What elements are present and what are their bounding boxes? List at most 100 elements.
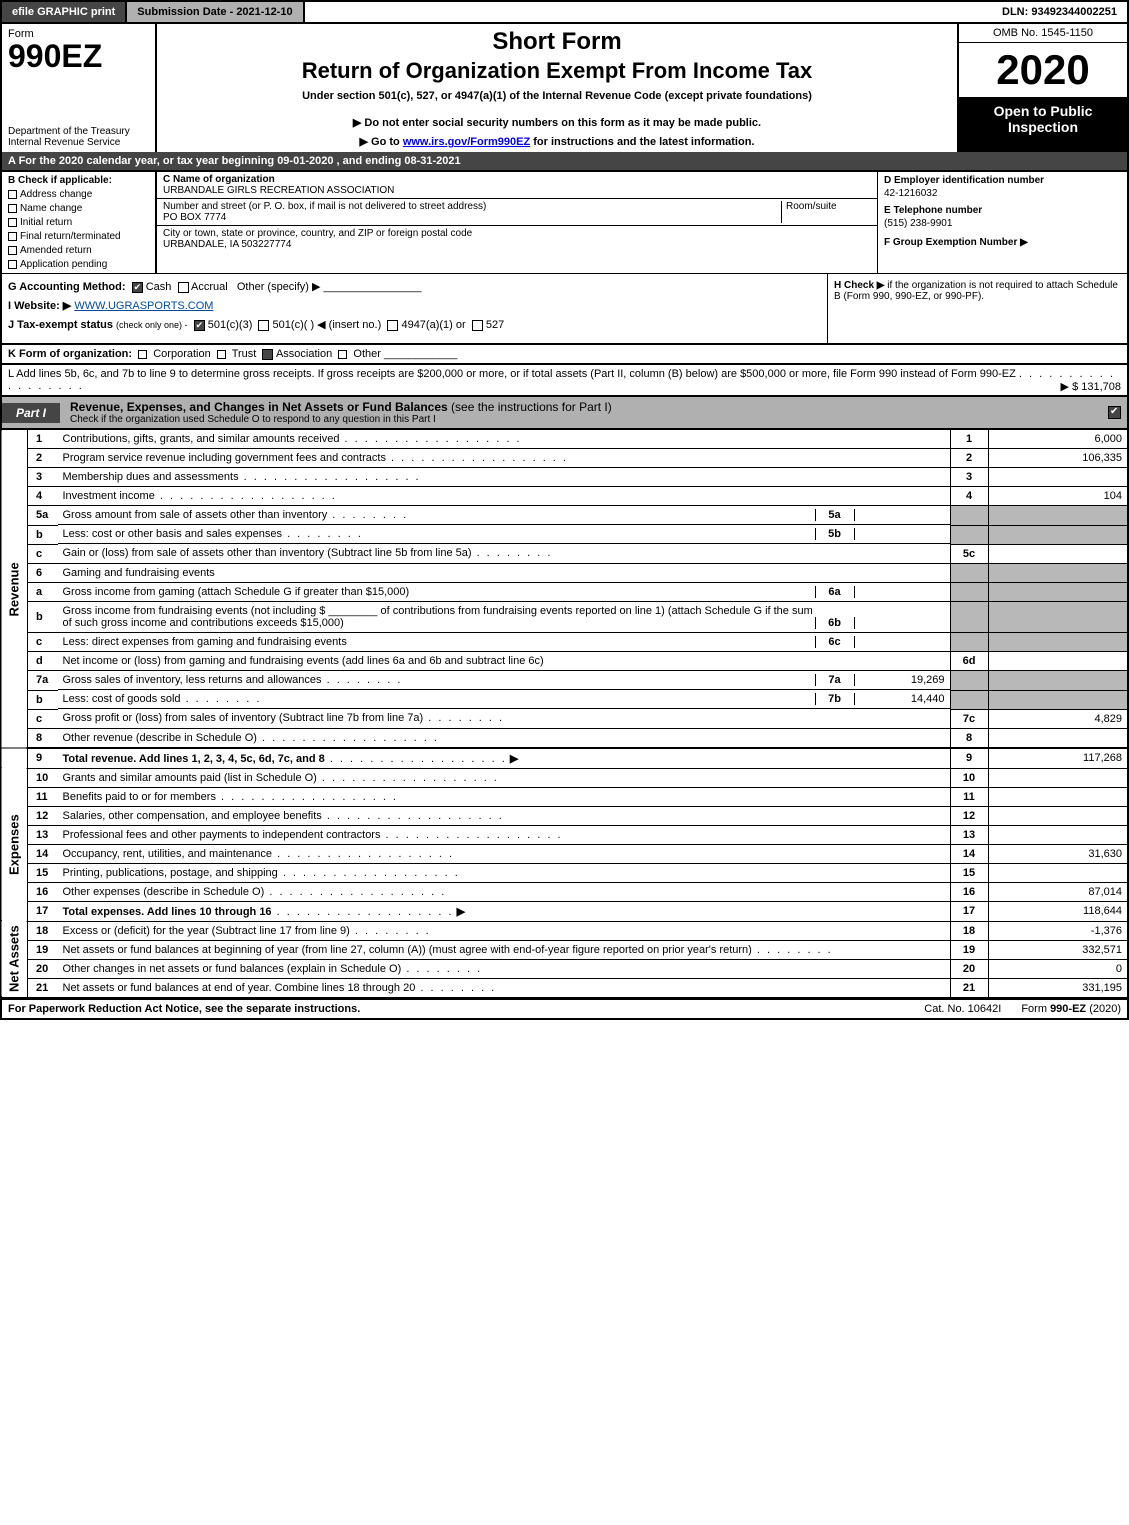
line-num: d [28,652,58,671]
table-row: 21 Net assets or fund balances at end of… [1,978,1128,997]
line-num: 11 [28,787,58,806]
g-cash: Cash [146,281,172,293]
line-num: b [28,602,58,633]
line-labno: 18 [950,921,988,940]
open-to-public: Open to Public Inspection [959,97,1127,152]
sub-label: 7a [815,674,855,686]
l-text: L Add lines 5b, 6c, and 7b to line 9 to … [8,368,1016,380]
line-val: 87,014 [988,882,1128,901]
line-labno: 15 [950,863,988,882]
org-city: URBANDALE, IA 503227774 [163,239,291,250]
l-amount: ▶ $ 131,708 [1061,380,1121,393]
line-labno: 4 [950,487,988,506]
section-h: H Check ▶ if the organization is not req… [827,274,1127,343]
line-val: -1,376 [988,921,1128,940]
checkbox-icon [387,320,398,331]
line-num: 18 [28,921,58,940]
line-text: Other expenses (describe in Schedule O) [58,882,951,901]
checkbox-icon [217,350,226,359]
table-row: 17 Total expenses. Add lines 10 through … [1,901,1128,921]
line-labno-shade [950,525,988,544]
g-accrual: Accrual [191,281,228,293]
section-c: C Name of organization URBANDALE GIRLS R… [157,172,877,273]
line-labno: 9 [950,748,988,769]
efile-print-button[interactable]: efile GRAPHIC print [2,2,127,22]
goto-pre: ▶ Go to [360,136,403,148]
line-val-shade [988,690,1128,709]
line-num: 12 [28,806,58,825]
line-num: 19 [28,940,58,959]
line-val: 6,000 [988,430,1128,449]
line-text: Less: cost of goods sold 7b 14,440 [58,690,950,709]
sub-val: 14,440 [855,693,945,705]
table-row: 9 Total revenue. Add lines 1, 2, 3, 4, 5… [1,748,1128,769]
table-row: 8 Other revenue (describe in Schedule O)… [1,728,1128,748]
c-addr-row: Number and street (or P. O. box, if mail… [157,199,877,226]
f-group-exemption: F Group Exemption Number ▶ [884,237,1121,248]
paperwork-notice: For Paperwork Reduction Act Notice, see … [8,1003,904,1015]
line-val [988,825,1128,844]
table-row: 13 Professional fees and other payments … [1,825,1128,844]
irs-link[interactable]: www.irs.gov/Form990EZ [403,136,530,148]
b-name-change[interactable]: Name change [8,203,149,214]
line-val: 0 [988,959,1128,978]
line-labno: 3 [950,468,988,487]
line-text: Less: cost or other basis and sales expe… [58,525,950,544]
sub-val: 19,269 [855,674,945,686]
table-row: c Less: direct expenses from gaming and … [1,633,1128,652]
website-link[interactable]: WWW.UGRASPORTS.COM [74,300,213,312]
part1-tag: Part I [2,403,60,423]
line-val [988,768,1128,787]
line-num: b [28,690,58,709]
b-item-label: Final return/terminated [20,231,121,242]
checkbox-icon [258,320,269,331]
line-text: Gross sales of inventory, less returns a… [58,671,950,690]
table-row: 11 Benefits paid to or for members 11 [1,787,1128,806]
line-val: 104 [988,487,1128,506]
line-labno: 14 [950,844,988,863]
table-row: a Gross income from gaming (attach Sched… [1,582,1128,602]
org-address: PO BOX 7774 [163,212,226,223]
line-num: 8 [28,728,58,748]
b-application-pending[interactable]: Application pending [8,259,149,270]
line-num: 15 [28,863,58,882]
line-text: Net income or (loss) from gaming and fun… [58,652,951,671]
page-footer: For Paperwork Reduction Act Notice, see … [0,998,1129,1020]
table-row: Net Assets 18 Excess or (deficit) for th… [1,921,1128,940]
checkbox-icon [8,218,17,227]
line-text: Other changes in net assets or fund bala… [58,959,951,978]
line-text: Gain or (loss) from sale of assets other… [58,544,951,563]
line-text: Membership dues and assessments [58,468,951,487]
checkbox-checked-icon [194,320,205,331]
i-website: I Website: ▶ WWW.UGRASPORTS.COM [8,299,821,312]
top-bar: efile GRAPHIC print Submission Date - 20… [0,0,1129,24]
b-initial-return[interactable]: Initial return [8,217,149,228]
table-row: 15 Printing, publications, postage, and … [1,863,1128,882]
b-address-change[interactable]: Address change [8,189,149,200]
line-num: 6 [28,563,58,582]
dept-text: Department of the Treasury [8,126,130,137]
line-labno: 8 [950,728,988,748]
line-val: 31,630 [988,844,1128,863]
line-val [988,468,1128,487]
line-text: Benefits paid to or for members [58,787,951,806]
table-row: 20 Other changes in net assets or fund b… [1,959,1128,978]
b-item-label: Address change [20,189,92,200]
line-labno: 10 [950,768,988,787]
line-labno-shade [950,671,988,691]
cat-number: Cat. No. 10642I [924,1003,1001,1015]
table-row: 16 Other expenses (describe in Schedule … [1,882,1128,901]
header-center: Short Form Return of Organization Exempt… [157,24,957,152]
line-val: 331,195 [988,978,1128,997]
line-labno: 6d [950,652,988,671]
line-val [988,544,1128,563]
line-val [988,787,1128,806]
line-text: Gross amount from sale of assets other t… [58,506,950,525]
b-amended-return[interactable]: Amended return [8,245,149,256]
k-other: Other [353,348,381,360]
line-text: Printing, publications, postage, and shi… [58,863,951,882]
line-text: Other revenue (describe in Schedule O) [58,728,951,748]
line-text: Contributions, gifts, grants, and simila… [58,430,951,449]
line-text: Net assets or fund balances at beginning… [58,940,951,959]
b-final-return[interactable]: Final return/terminated [8,231,149,242]
